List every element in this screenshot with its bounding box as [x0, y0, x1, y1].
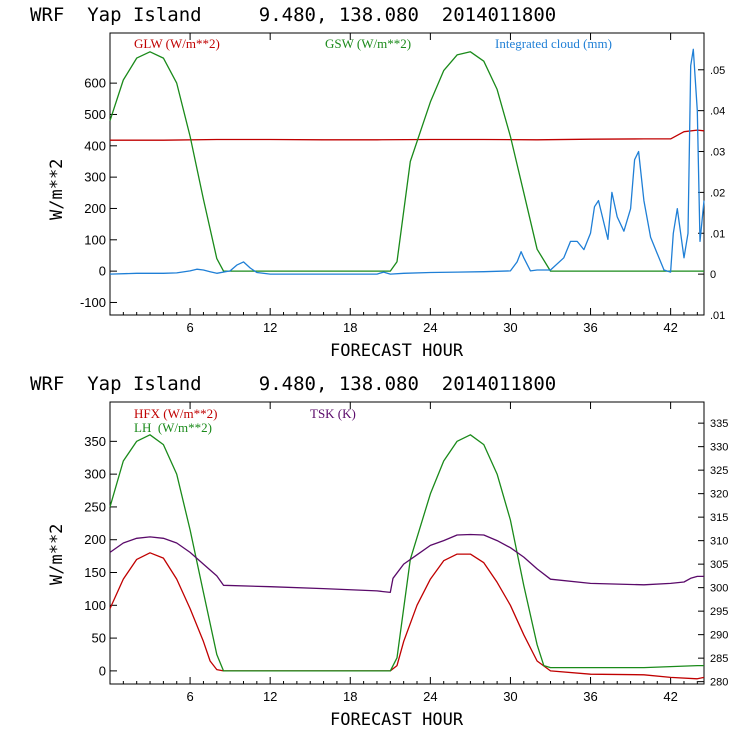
bottom-y-tick-label: 350 [84, 434, 106, 449]
bottom-x-tick-label: 24 [423, 689, 437, 704]
bottom-x-tick-label: 6 [186, 689, 193, 704]
bottom-right-tick-label: 325 [710, 465, 728, 477]
bottom-y-tick-label: 250 [84, 499, 106, 514]
top-x-tick-label: 24 [423, 320, 437, 335]
bottom-right-tick-label: 305 [710, 559, 728, 571]
bottom-y-tick-label: 150 [84, 565, 106, 580]
top-right-tick-label: .01 [710, 310, 725, 322]
bottom-series-hfx [109, 552, 705, 680]
legend-lh: LH (W/m**2) [134, 420, 212, 435]
top-y-tick-label: 300 [84, 170, 106, 185]
top-y-tick-label: 600 [84, 76, 106, 91]
top-y-tick-label: 0 [99, 264, 106, 279]
top-y-axis-label: W/m**2 [47, 159, 67, 220]
bottom-y-tick-label: 200 [84, 532, 106, 547]
legend-cloud: Integrated cloud (mm) [495, 36, 612, 51]
top-right-tick-label: .01 [710, 228, 725, 240]
bottom-x-tick-label: 30 [503, 689, 517, 704]
top-y-tick-label: 100 [84, 232, 106, 247]
top-x-tick-label: 30 [503, 320, 517, 335]
bottom-panel: WRF Yap Island 9.480, 138.080 2014011800… [30, 373, 728, 730]
top-x-tick-label: 18 [343, 320, 357, 335]
bottom-right-tick-label: 290 [710, 630, 728, 642]
top-x-tick-label: 42 [663, 320, 677, 335]
top-x-tick-label: 36 [583, 320, 597, 335]
bottom-y-axis-label: W/m**2 [47, 524, 67, 585]
legend-glw: GLW (W/m**2) [134, 36, 220, 51]
bottom-x-tick-label: 12 [263, 689, 277, 704]
top-plot-frame [109, 32, 705, 316]
top-panel-title: WRF Yap Island 9.480, 138.080 2014011800 [30, 4, 556, 26]
top-series-gsw [109, 51, 704, 272]
legend-hfx: HFX (W/m**2) [134, 406, 217, 421]
bottom-right-tick-label: 330 [710, 442, 728, 454]
legend-tsk: TSK (K) [310, 406, 356, 421]
top-x-tick-label: 12 [263, 320, 277, 335]
top-right-tick-label: .03 [710, 147, 725, 159]
top-y-tick-label: 500 [84, 107, 106, 122]
bottom-y-tick-label: 50 [92, 631, 106, 646]
top-x-axis-label: FORECAST HOUR [330, 341, 464, 361]
top-y-tick-label: -100 [80, 295, 106, 310]
bottom-y-tick-label: 0 [99, 663, 106, 678]
top-series-glw [110, 129, 705, 141]
legend-gsw: GSW (W/m**2) [325, 36, 411, 51]
bottom-plot-frame [109, 401, 705, 685]
top-panel: WRF Yap Island 9.480, 138.080 2014011800… [30, 4, 725, 361]
top-right-tick-label: .05 [710, 65, 725, 77]
bottom-right-tick-label: 285 [710, 653, 728, 665]
bottom-panel-title: WRF Yap Island 9.480, 138.080 2014011800 [30, 373, 556, 395]
top-y-tick-label: 400 [84, 138, 106, 153]
top-y-tick-label: 200 [84, 201, 106, 216]
bottom-right-tick-label: 300 [710, 583, 728, 595]
top-right-tick-label: 0 [710, 269, 716, 281]
bottom-x-axis-label: FORECAST HOUR [330, 710, 464, 730]
top-x-tick-label: 6 [186, 320, 193, 335]
bottom-right-tick-label: 310 [710, 536, 728, 548]
top-series-integrated-cloud [109, 48, 705, 275]
bottom-right-tick-label: 335 [710, 418, 728, 430]
top-right-tick-label: .04 [710, 106, 725, 118]
bottom-y-tick-label: 300 [84, 467, 106, 482]
bottom-right-tick-label: 280 [710, 677, 728, 689]
top-right-tick-label: .02 [710, 187, 725, 199]
bottom-right-tick-label: 295 [710, 606, 728, 618]
bottom-series-tsk [109, 533, 704, 594]
bottom-x-tick-label: 18 [343, 689, 357, 704]
bottom-series-lh [109, 434, 704, 672]
bottom-right-tick-label: 315 [710, 512, 728, 524]
bottom-right-tick-label: 320 [710, 489, 728, 501]
bottom-x-tick-label: 36 [583, 689, 597, 704]
bottom-y-tick-label: 100 [84, 598, 106, 613]
bottom-x-tick-label: 42 [663, 689, 677, 704]
